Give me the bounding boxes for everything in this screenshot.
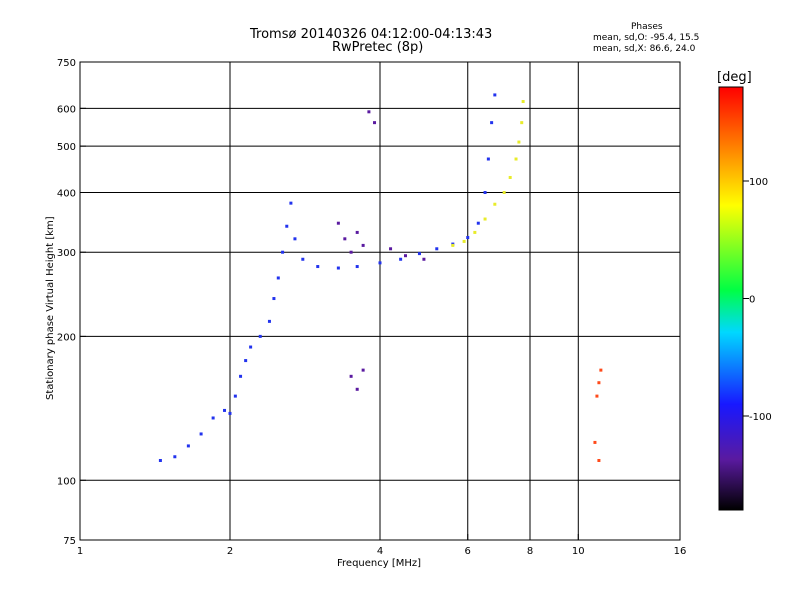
y-tick-label: 100 <box>57 476 76 487</box>
data-point <box>289 201 293 205</box>
data-point <box>514 157 518 161</box>
x-tick-label: 1 <box>77 546 83 557</box>
data-point <box>244 359 248 363</box>
data-point <box>476 221 480 225</box>
data-point <box>373 121 377 125</box>
x-tick-label: 2 <box>227 546 233 557</box>
colorbar <box>718 86 744 511</box>
phases-title: Phases <box>631 22 663 32</box>
data-point <box>367 110 371 114</box>
data-point <box>361 243 365 247</box>
data-point <box>451 243 455 247</box>
data-point <box>462 239 466 243</box>
data-point <box>493 202 497 206</box>
data-point <box>285 224 289 228</box>
data-point <box>361 368 365 372</box>
data-point <box>422 257 426 261</box>
data-point <box>301 257 305 261</box>
colorbar-tick-label: 100 <box>749 177 768 188</box>
x-tick-label: 16 <box>674 546 687 557</box>
data-point <box>293 237 297 241</box>
data-point <box>493 93 497 97</box>
data-point <box>249 345 253 349</box>
data-point <box>355 230 359 234</box>
data-point <box>267 319 271 323</box>
y-tick-label: 500 <box>57 142 76 153</box>
data-point <box>186 444 190 448</box>
data-point <box>173 455 177 459</box>
data-point <box>378 261 382 265</box>
x-tick-label: 8 <box>527 546 533 557</box>
colorbar-ticks: 100 0 -100 <box>743 177 772 423</box>
data-point <box>417 252 421 256</box>
x-tick-label: 10 <box>572 546 585 557</box>
data-point <box>597 458 601 462</box>
y-tick-label: 400 <box>57 188 76 199</box>
data-point <box>508 175 512 179</box>
y-tick-label: 75 <box>63 536 76 547</box>
data-traces <box>158 93 603 462</box>
data-point <box>486 157 490 161</box>
data-point <box>228 411 232 415</box>
data-point <box>211 416 215 420</box>
data-point <box>483 190 487 194</box>
data-point <box>158 458 162 462</box>
data-point <box>502 190 506 194</box>
phases-o-stats: mean, sd,O: -95.4, 15.5 <box>593 33 700 43</box>
data-point <box>336 221 340 225</box>
grid-lines <box>80 62 680 540</box>
data-point <box>343 237 347 241</box>
data-point <box>466 236 470 240</box>
data-point <box>389 247 393 251</box>
chart-title: Tromsø 20140326 04:12:00-04:13:43 <box>250 27 493 42</box>
x-tick-label: 4 <box>377 546 383 557</box>
data-point <box>355 387 359 391</box>
data-point <box>239 374 243 378</box>
data-point <box>349 374 353 378</box>
data-point <box>258 334 262 338</box>
data-point <box>316 265 320 269</box>
data-point <box>199 432 203 436</box>
data-point <box>336 266 340 270</box>
data-point <box>435 247 439 251</box>
data-point <box>399 257 403 261</box>
data-point <box>272 297 276 301</box>
axis-ticks: 1 2 4 6 8 10 16 75 100 200 300 400 500 600 750 <box>57 58 686 557</box>
x-axis-label: Frequency [MHz] <box>337 558 422 569</box>
data-point <box>490 121 494 125</box>
data-point <box>281 250 285 254</box>
data-point <box>520 121 524 125</box>
data-point <box>355 265 359 269</box>
y-tick-label: 750 <box>57 58 76 69</box>
y-tick-label: 600 <box>57 104 76 115</box>
data-point <box>473 230 477 234</box>
chart-subtitle: RwPretec (8p) <box>332 40 424 55</box>
colorbar-label: [deg] <box>717 70 752 85</box>
data-point <box>599 368 603 372</box>
phases-x-stats: mean, sd,X: 86.6, 24.0 <box>593 44 696 54</box>
data-point <box>349 250 353 254</box>
data-point <box>403 254 407 258</box>
data-point <box>233 394 237 398</box>
colorbar-tick-label: 0 <box>749 295 755 306</box>
data-point <box>521 100 525 104</box>
data-point <box>517 140 521 144</box>
y-tick-label: 200 <box>57 332 76 343</box>
data-point <box>223 408 227 412</box>
data-point <box>595 394 599 398</box>
data-point <box>597 381 601 385</box>
data-point <box>593 440 597 444</box>
colorbar-tick-label: -100 <box>749 412 772 423</box>
x-tick-label: 6 <box>465 546 471 557</box>
data-point <box>483 217 487 221</box>
data-point <box>276 276 280 280</box>
y-tick-label: 300 <box>57 248 76 259</box>
